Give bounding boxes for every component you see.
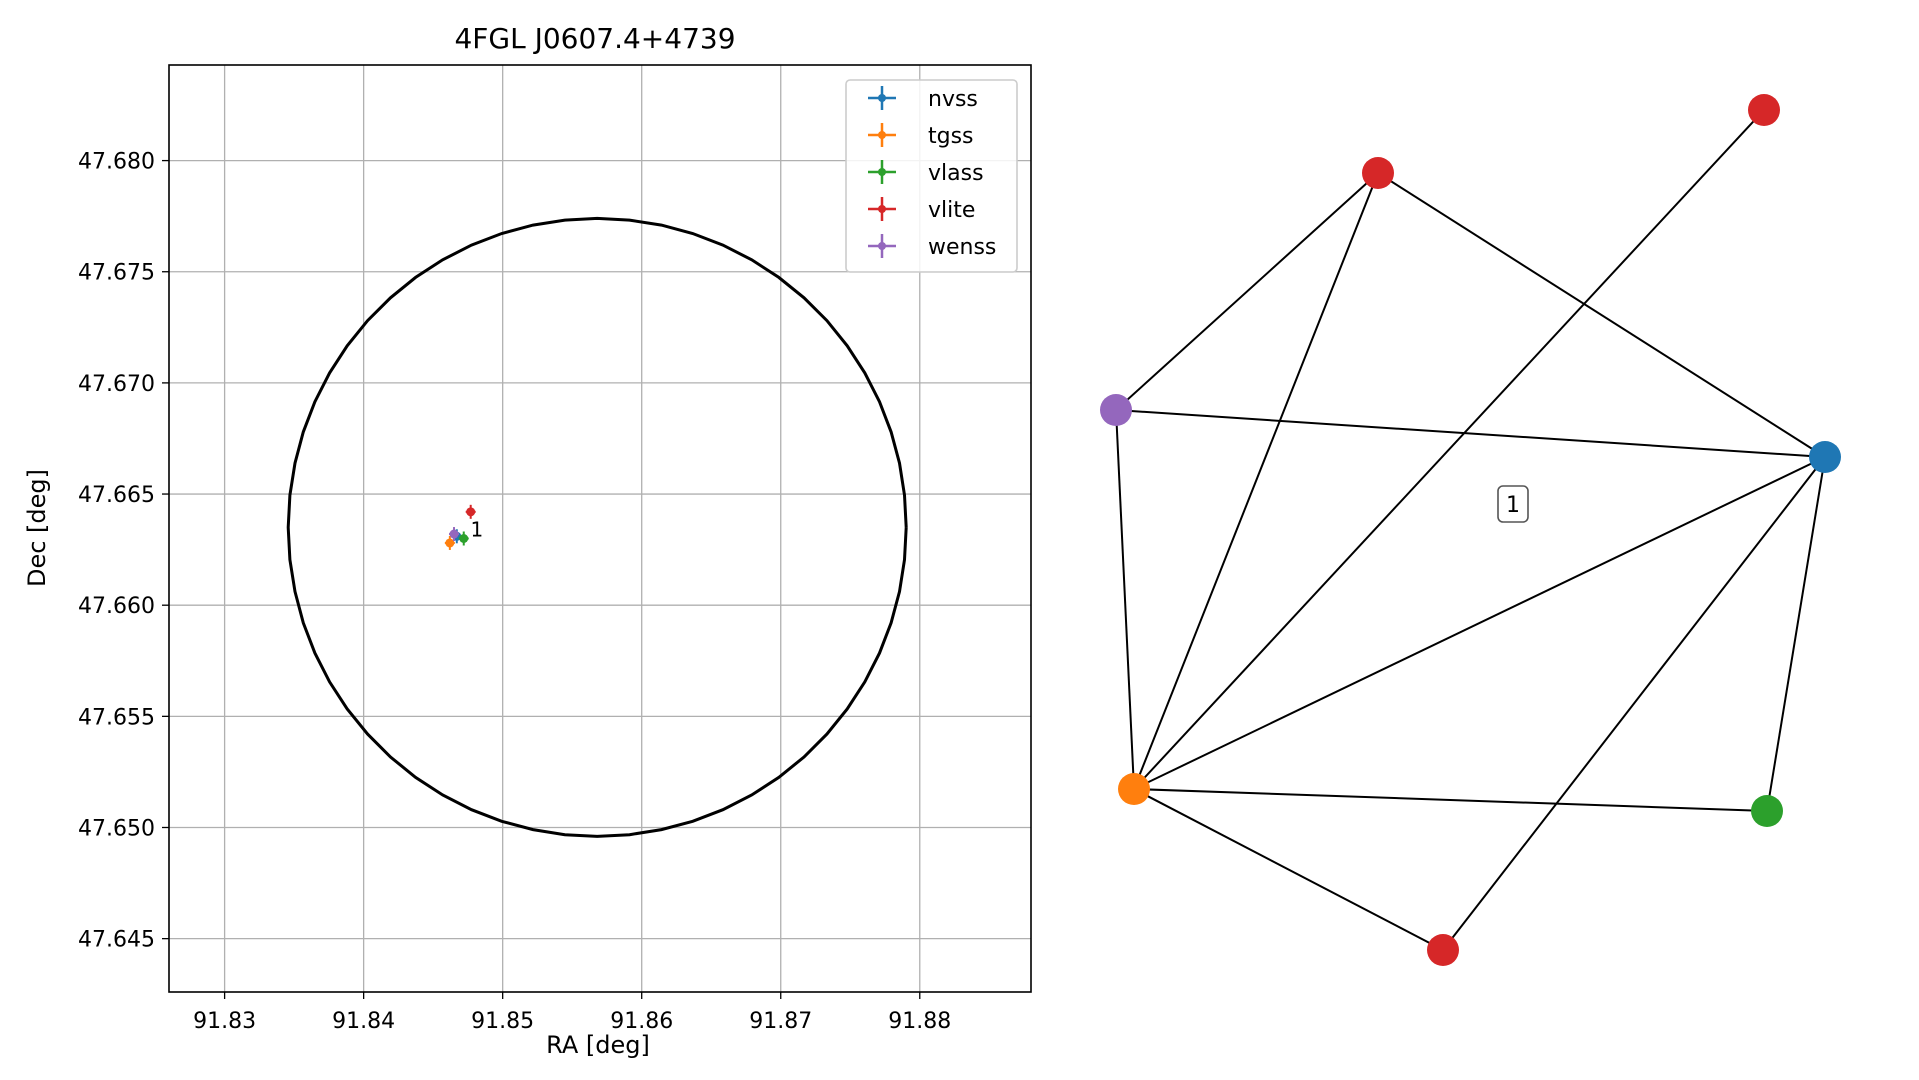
plot-title: 4FGL J0607.4+4739	[454, 22, 735, 55]
network-edge	[1115, 172, 1379, 411]
legend-label: wenss	[928, 235, 996, 260]
legend-label: vlite	[928, 198, 975, 223]
group-label: 1	[1506, 493, 1520, 518]
y-tick-label: 47.660	[78, 594, 155, 619]
network-edge	[1115, 409, 1826, 458]
y-axis-label: Dec [deg]	[23, 469, 51, 587]
x-tick-label: 91.87	[749, 1009, 812, 1034]
legend-item-wenss: wenss	[868, 234, 996, 260]
y-tick-label: 47.645	[78, 928, 155, 953]
marker	[445, 538, 455, 548]
network-edge	[1133, 456, 1826, 790]
marker	[449, 529, 459, 539]
source-group-annotation: 1	[471, 518, 484, 542]
y-tick-label: 47.650	[78, 816, 155, 841]
legend-label: vlass	[928, 161, 984, 186]
y-tick-label: 47.655	[78, 705, 155, 730]
network-node-v3	[1427, 934, 1459, 966]
source-point-tgss	[444, 535, 455, 550]
network-panel: 1	[1100, 94, 1841, 966]
x-tick-label: 91.86	[610, 1009, 673, 1034]
x-axis-label: RA [deg]	[546, 1031, 650, 1059]
legend-box	[845, 79, 1018, 273]
plot-frame	[168, 64, 1032, 993]
network-node-v1	[1362, 157, 1394, 189]
network-edges	[1115, 109, 1826, 951]
legend-label: tgss	[928, 124, 974, 149]
legend-marker-dot	[878, 94, 886, 102]
network-edge	[1133, 788, 1768, 812]
group-label-frame	[1497, 485, 1529, 523]
network-edge	[1133, 788, 1444, 951]
legend-item-tgss: tgss	[868, 123, 974, 149]
legend: nvss tgss vlass vlite wenss	[845, 79, 1018, 273]
network-edge	[1766, 456, 1826, 812]
x-tick-label: 91.83	[193, 1009, 256, 1034]
network-node-w	[1100, 394, 1132, 426]
source-points	[444, 504, 476, 550]
network-nodes	[1100, 94, 1841, 966]
x-tick-label: 91.85	[471, 1009, 534, 1034]
x-ticks: 91.83 91.84 91.85 91.86 91.87 91.88	[193, 992, 951, 1034]
marker	[459, 534, 469, 544]
y-tick-label: 47.665	[78, 483, 155, 508]
network-node-g	[1751, 795, 1783, 827]
network-edge	[1115, 409, 1135, 790]
source-point-wenss	[449, 527, 460, 542]
y-tick-label: 47.680	[78, 150, 155, 175]
x-tick-label: 91.88	[888, 1009, 951, 1034]
network-node-t	[1118, 773, 1150, 805]
network-edge	[1377, 172, 1826, 458]
legend-item-vlass: vlass	[868, 160, 984, 186]
network-edge	[1133, 109, 1765, 790]
legend-item-vlite: vlite	[868, 197, 975, 223]
y-tick-label: 47.670	[78, 372, 155, 397]
network-edge	[1442, 456, 1826, 951]
legend-label: nvss	[928, 87, 978, 112]
legend-marker-dot	[878, 131, 886, 139]
legend-item-nvss: nvss	[868, 86, 978, 112]
x-tick-label: 91.84	[332, 1009, 395, 1034]
network-node-n	[1809, 441, 1841, 473]
network-node-v2	[1748, 94, 1780, 126]
localization-ellipse	[286, 216, 908, 838]
legend-marker-dot	[878, 205, 886, 213]
source-point-vlite	[465, 504, 476, 519]
legend-items: nvss tgss vlass vlite wenss	[868, 86, 996, 260]
group-label-box: 1	[1497, 485, 1529, 523]
legend-marker-dot	[878, 242, 886, 250]
scatter-panel: 4FGL J0607.4+4739 91.83 91.84 91.85 91.86 91…	[23, 22, 1032, 1059]
legend-marker-dot	[878, 168, 886, 176]
y-ticks: 47.645 47.650 47.655 47.660 47.665 47.670 47.6…	[78, 150, 169, 953]
source-point-vlass	[458, 531, 469, 546]
network-edge	[1133, 172, 1379, 790]
marker	[466, 507, 476, 517]
y-tick-label: 47.675	[78, 261, 155, 286]
